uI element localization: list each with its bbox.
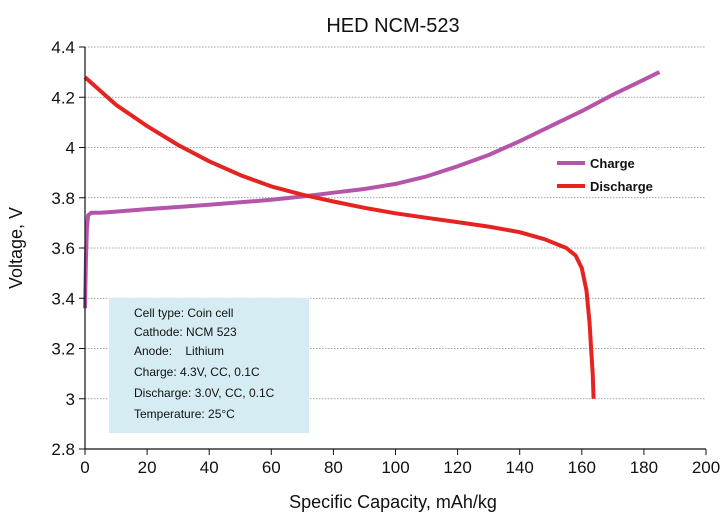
y-tick-label: 3.6	[51, 239, 75, 258]
chart-title: HED NCM-523	[326, 15, 459, 37]
cell-info-line-4: Charge: 4.3V, CC, 0.1C	[134, 365, 260, 379]
cell-info-line-2: Cathode: NCM 523	[134, 325, 237, 339]
y-tick-label: 3.2	[51, 340, 75, 359]
legend-label-discharge: Discharge	[590, 179, 653, 194]
y-tick-label: 3.8	[51, 189, 75, 208]
x-tick-label: 160	[568, 458, 596, 477]
x-tick-label: 180	[630, 458, 658, 477]
x-tick-label: 100	[381, 458, 409, 477]
series-line-discharge	[83, 75, 596, 399]
x-tick-label: 120	[443, 458, 471, 477]
x-tick-label: 40	[200, 458, 219, 477]
y-tick-label: 4	[66, 139, 75, 158]
cell-info-line-6: Temperature: 25°C	[134, 407, 235, 421]
x-tick-label: 0	[80, 458, 89, 477]
x-tick-label: 140	[506, 458, 534, 477]
axes	[79, 46, 707, 455]
x-axis-label: Specific Capacity, mAh/kg	[289, 492, 497, 512]
data-series	[83, 70, 661, 399]
cell-info-line-5: Discharge: 3.0V, CC, 0.1C	[134, 386, 275, 400]
x-tick-label: 20	[138, 458, 157, 477]
cell-info-line-1: Cell type: Coin cell	[134, 306, 233, 320]
x-tick-label: 60	[262, 458, 281, 477]
y-tick-label: 4.4	[51, 38, 75, 57]
y-tick-label: 3	[66, 390, 75, 409]
y-axis-label: Voltage, V	[6, 207, 26, 289]
tick-labels: 2.8 3 3.2 3.4 3.6 3.8 4 4.2 4.4 0 20 40 60 80 100 120 14…	[51, 38, 720, 477]
y-tick-label: 3.4	[51, 289, 75, 308]
x-tick-label: 200	[692, 458, 720, 477]
x-tick-label: 80	[324, 458, 343, 477]
y-tick-label: 2.8	[51, 440, 75, 459]
cell-info-box: Cell type: Coin cell Cathode: NCM 523 An…	[109, 298, 309, 433]
cell-info-line-3: Anode: Lithium	[134, 344, 224, 358]
legend-label-charge: Charge	[590, 156, 635, 171]
cell-info-background	[109, 298, 309, 433]
legend: Charge Discharge	[557, 156, 653, 194]
y-tick-label: 4.2	[51, 88, 75, 107]
